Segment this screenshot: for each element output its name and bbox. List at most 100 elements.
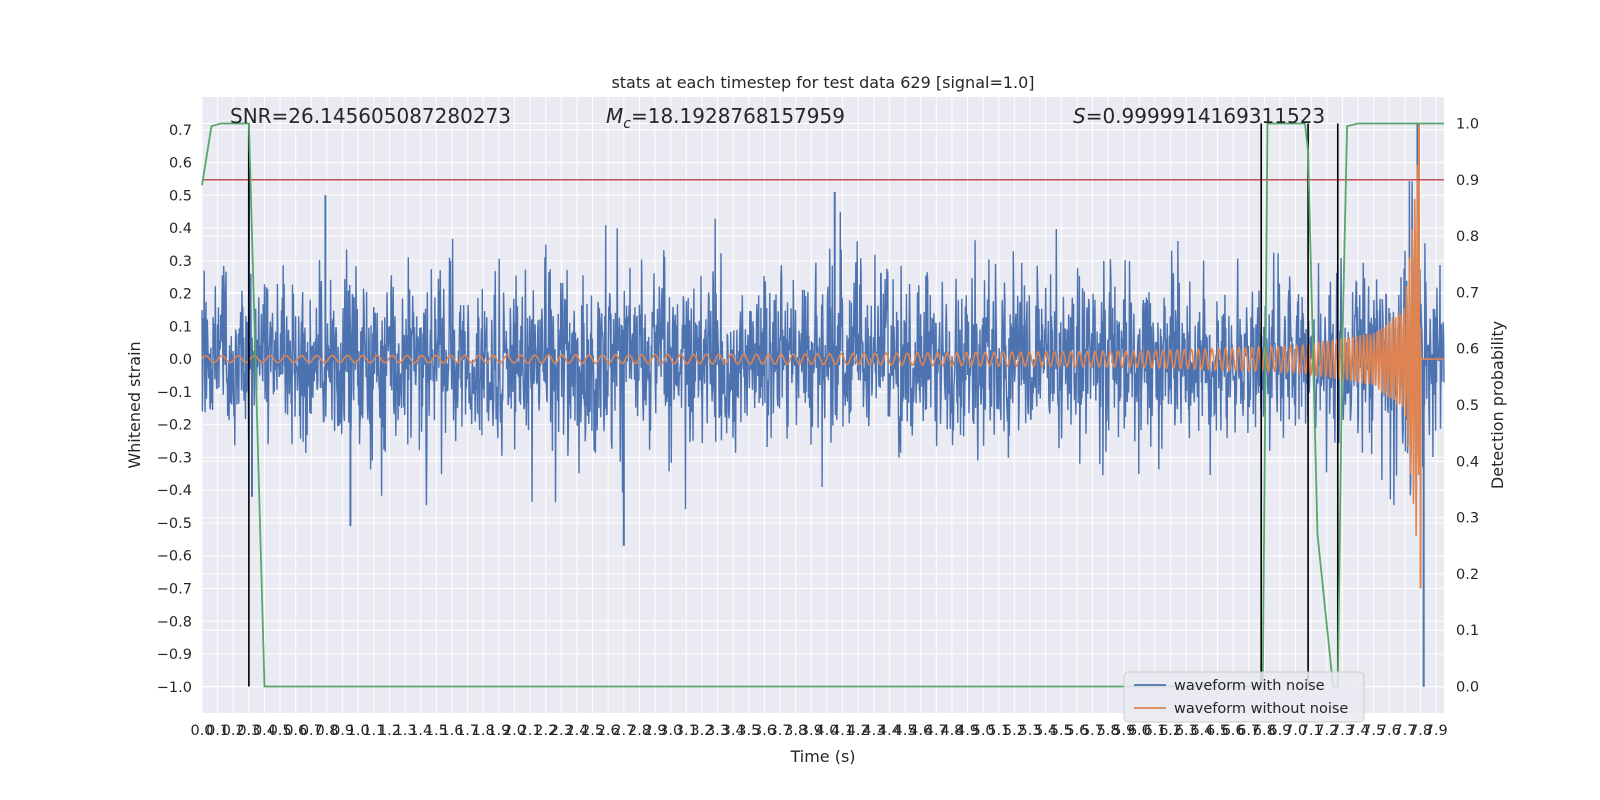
x-tick-label: 0.6 bbox=[284, 723, 307, 739]
x-tick-label: 3.3 bbox=[706, 723, 729, 739]
x-tick-label: 2.4 bbox=[565, 723, 588, 739]
y-left-tick-label: 0.6 bbox=[169, 156, 192, 172]
noise-series-line bbox=[201, 180, 1445, 510]
x-tick-label: 7.5 bbox=[1362, 723, 1385, 739]
x-tick-label: 4.4 bbox=[878, 723, 901, 739]
x-tick-label: 7.1 bbox=[1300, 723, 1323, 739]
x-tick-label: 6.4 bbox=[1190, 723, 1213, 739]
y-left-tick-label: −0.8 bbox=[157, 614, 192, 630]
y-left-tick-label: −0.3 bbox=[157, 450, 192, 466]
x-tick-label: 7.3 bbox=[1331, 723, 1354, 739]
x-tick-label: 1.3 bbox=[394, 723, 417, 739]
chirp-mass-subscript: c bbox=[623, 116, 631, 132]
x-tick-label: 3.5 bbox=[737, 723, 760, 739]
x-tick-label: 7.8 bbox=[1409, 723, 1432, 739]
y-left-tick-label: −0.4 bbox=[157, 483, 192, 499]
y-left-tick-label: −1.0 bbox=[157, 680, 192, 696]
y-left-tick-label: 0.7 bbox=[169, 123, 192, 139]
x-tick-label: 0.2 bbox=[222, 723, 245, 739]
y-right-tick-label: 0.5 bbox=[1456, 398, 1479, 414]
x-tick-label: 5.9 bbox=[1112, 723, 1135, 739]
clean-series-line bbox=[201, 165, 1444, 537]
x-tick-label: 1.0 bbox=[347, 723, 370, 739]
x-tick-label: 4.3 bbox=[862, 723, 885, 739]
x-axis-label: Time (s) bbox=[789, 747, 855, 766]
x-tick-label: 4.7 bbox=[925, 723, 948, 739]
x-tick-label: 0.1 bbox=[206, 723, 229, 739]
y-right-tick-label: 0.1 bbox=[1456, 623, 1479, 639]
x-tick-label: 3.1 bbox=[675, 723, 698, 739]
x-tick-label: 0.8 bbox=[315, 723, 338, 739]
x-tick-label: 3.7 bbox=[769, 723, 792, 739]
x-tick-label: 3.6 bbox=[753, 723, 776, 739]
x-tick-label: 4.0 bbox=[815, 723, 838, 739]
y-left-tick-label: −0.6 bbox=[157, 549, 192, 565]
chirp-mass-annotation: Mc=18.1928768157959 bbox=[606, 104, 845, 132]
x-tick-label: 3.2 bbox=[690, 723, 713, 739]
x-tick-label: 2.5 bbox=[581, 723, 604, 739]
score-value: =0.9999914169311523 bbox=[1086, 104, 1325, 128]
x-tick-label: 3.8 bbox=[784, 723, 807, 739]
x-tick-label: 0.5 bbox=[269, 723, 292, 739]
legend-box bbox=[1123, 671, 1365, 723]
x-tick-label: 5.7 bbox=[1081, 723, 1104, 739]
y-right-tick-label: 0.4 bbox=[1456, 454, 1479, 470]
x-tick-label: 0.3 bbox=[237, 723, 260, 739]
x-tick-label: 6.6 bbox=[1222, 723, 1245, 739]
y-left-tick-label: 0.0 bbox=[169, 352, 192, 368]
x-tick-label: 1.5 bbox=[425, 723, 448, 739]
x-tick-label: 0.7 bbox=[300, 723, 323, 739]
x-tick-label: 2.7 bbox=[612, 723, 635, 739]
x-tick-label: 7.9 bbox=[1425, 723, 1448, 739]
y-right-tick-label: 0.6 bbox=[1456, 342, 1479, 358]
x-tick-label: 5.1 bbox=[987, 723, 1010, 739]
legend: waveform with noise waveform without noi… bbox=[1123, 671, 1365, 723]
x-tick-label: 6.2 bbox=[1159, 723, 1182, 739]
x-tick-label: 0.4 bbox=[253, 723, 276, 739]
x-tick-label: 7.4 bbox=[1347, 723, 1370, 739]
x-tick-label: 7.6 bbox=[1378, 723, 1401, 739]
y-left-tick-label: 0.1 bbox=[169, 319, 192, 335]
x-tick-label: 7.2 bbox=[1315, 723, 1338, 739]
waveform-without-noise-layer bbox=[201, 123, 1444, 589]
y-right-tick-label: 0.0 bbox=[1456, 680, 1479, 696]
y-right-tick-label: 0.2 bbox=[1456, 567, 1479, 583]
x-tick-label: 4.9 bbox=[956, 723, 979, 739]
y-left-tick-label: −0.2 bbox=[157, 418, 192, 434]
x-tick-label: 6.9 bbox=[1268, 723, 1291, 739]
snr-annotation: SNR=26.145605087280273 bbox=[230, 104, 511, 128]
y-axis-label-right: Detection probability bbox=[1488, 321, 1507, 489]
x-tick-label: 6.5 bbox=[1206, 723, 1229, 739]
y-left-tick-label: 0.2 bbox=[169, 287, 192, 303]
x-tick-label: 5.2 bbox=[1003, 723, 1026, 739]
x-tick-label: 7.7 bbox=[1393, 723, 1416, 739]
y-right-tick-label: 0.9 bbox=[1456, 173, 1479, 189]
legend-label-noise: waveform with noise bbox=[1174, 678, 1325, 694]
x-tick-label: 5.3 bbox=[1018, 723, 1041, 739]
x-tick-label: 3.4 bbox=[722, 723, 745, 739]
x-tick-label: 7.0 bbox=[1284, 723, 1307, 739]
x-tick-label: 6.8 bbox=[1253, 723, 1276, 739]
x-tick-label: 1.7 bbox=[456, 723, 479, 739]
chart-title: stats at each timestep for test data 629… bbox=[611, 73, 1034, 92]
detection-probability-line bbox=[201, 122, 1444, 688]
chirp-mass-symbol: M bbox=[606, 104, 623, 128]
x-tick-label: 5.0 bbox=[972, 723, 995, 739]
x-tick-label: 6.0 bbox=[1128, 723, 1151, 739]
x-tick-label: 1.4 bbox=[409, 723, 432, 739]
x-tick-label: 5.5 bbox=[1050, 723, 1073, 739]
x-tick-label: 2.1 bbox=[519, 723, 542, 739]
y-right-tick-label: 0.8 bbox=[1456, 229, 1479, 245]
x-tick-label: 0.9 bbox=[331, 723, 354, 739]
x-tick-label: 1.2 bbox=[378, 723, 401, 739]
x-tick-label: 1.8 bbox=[472, 723, 495, 739]
y-right-tick-label: 1.0 bbox=[1456, 116, 1479, 132]
y-axis-label-left: Whitened strain bbox=[125, 341, 144, 468]
x-tick-label: 3.0 bbox=[659, 723, 682, 739]
y-left-tick-label: 0.5 bbox=[169, 188, 192, 204]
x-tick-label: 5.8 bbox=[1097, 723, 1120, 739]
score-symbol: S bbox=[1073, 104, 1086, 128]
x-tick-label: 4.1 bbox=[831, 723, 854, 739]
